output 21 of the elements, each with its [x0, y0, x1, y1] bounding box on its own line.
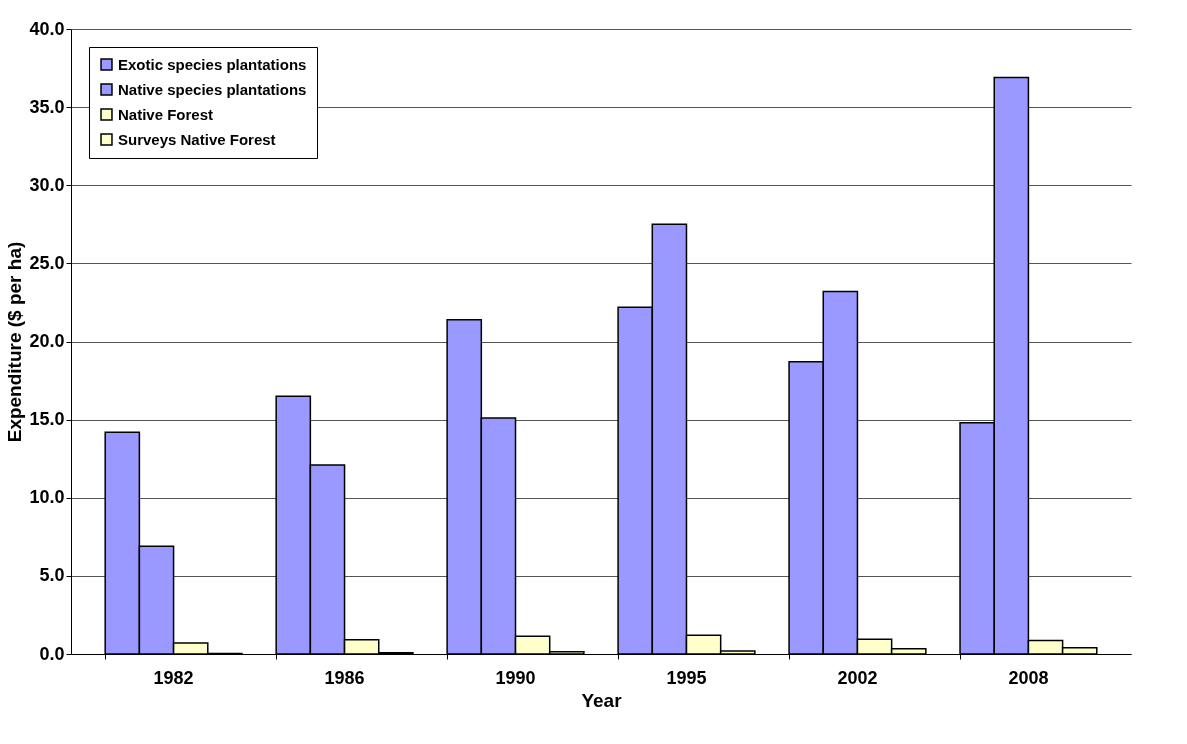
y-tick-label: 30.0 [29, 174, 65, 195]
y-tick-label: 35.0 [29, 96, 65, 117]
x-axis-title: Year [581, 689, 623, 711]
legend-label: Native species plantations [118, 80, 307, 98]
x-tick-label: 1982 [153, 667, 194, 688]
y-axis-title: Expenditure ($ per ha) [4, 241, 26, 443]
x-tick-label: 1990 [495, 667, 536, 688]
x-tick-label: 1995 [666, 667, 707, 688]
y-tick-label: 40.0 [29, 18, 65, 39]
y-tick-label: 15.0 [29, 409, 65, 430]
y-tick-label: 5.0 [39, 565, 65, 586]
x-tick-label: 1986 [324, 667, 365, 688]
legend-label: Native Forest [118, 105, 214, 123]
legend-label: Exotic species plantations [118, 55, 307, 73]
x-tick-label: 2008 [1008, 667, 1049, 688]
y-tick-label: 20.0 [29, 331, 65, 351]
y-tick-label: 0.0 [39, 643, 65, 664]
y-tick-label: 10.0 [29, 487, 65, 508]
legend-label: Surveys Native Forest [118, 130, 276, 148]
y-tick-label: 25.0 [29, 252, 65, 273]
x-tick-label: 2002 [837, 667, 878, 688]
